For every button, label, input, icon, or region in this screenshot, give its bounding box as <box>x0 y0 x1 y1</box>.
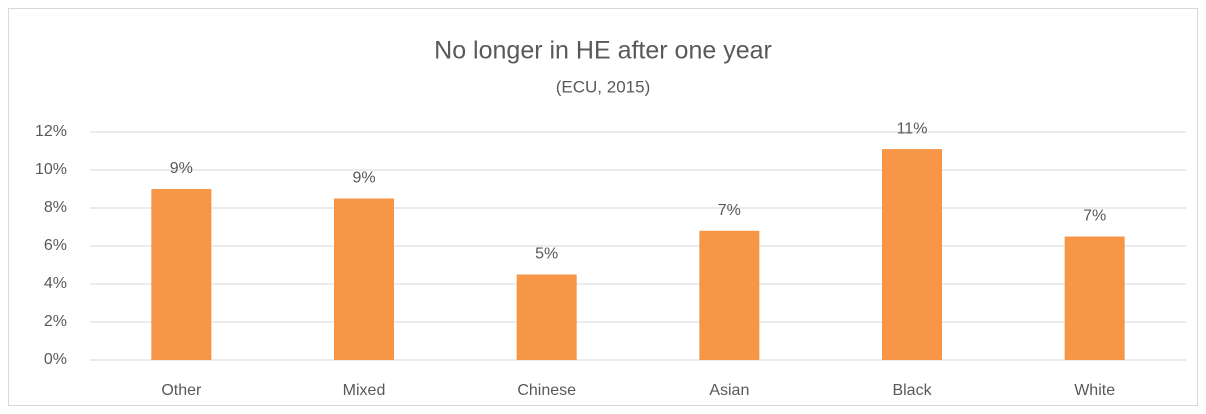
y-tick-label: 10% <box>35 161 67 178</box>
y-tick-label: 2% <box>44 313 67 330</box>
y-tick-label: 8% <box>44 199 67 216</box>
chart-subtitle: (ECU, 2015) <box>556 77 650 96</box>
y-tick-label: 12% <box>35 123 67 140</box>
x-tick-label: Black <box>892 382 932 399</box>
bar <box>882 149 942 360</box>
y-tick-label: 4% <box>44 275 67 292</box>
x-tick-label: Chinese <box>517 382 576 399</box>
data-label: 9% <box>170 160 193 177</box>
bar <box>1064 236 1125 360</box>
y-tick-label: 6% <box>44 237 67 254</box>
data-label: 11% <box>897 120 928 137</box>
x-tick-label: White <box>1074 382 1115 399</box>
bar <box>334 198 394 360</box>
x-tick-label: Asian <box>709 382 749 399</box>
x-tick-label: Other <box>161 382 202 399</box>
data-label: 7% <box>1083 208 1106 225</box>
chart-title: No longer in HE after one year <box>434 37 772 65</box>
bar <box>151 189 212 360</box>
data-label: 7% <box>718 202 741 219</box>
data-label: 5% <box>535 246 558 263</box>
bar <box>516 274 577 360</box>
x-tick-label: Mixed <box>343 382 386 399</box>
y-tick-label: 0% <box>44 351 67 368</box>
bar <box>699 230 760 360</box>
data-label: 9% <box>352 170 375 187</box>
